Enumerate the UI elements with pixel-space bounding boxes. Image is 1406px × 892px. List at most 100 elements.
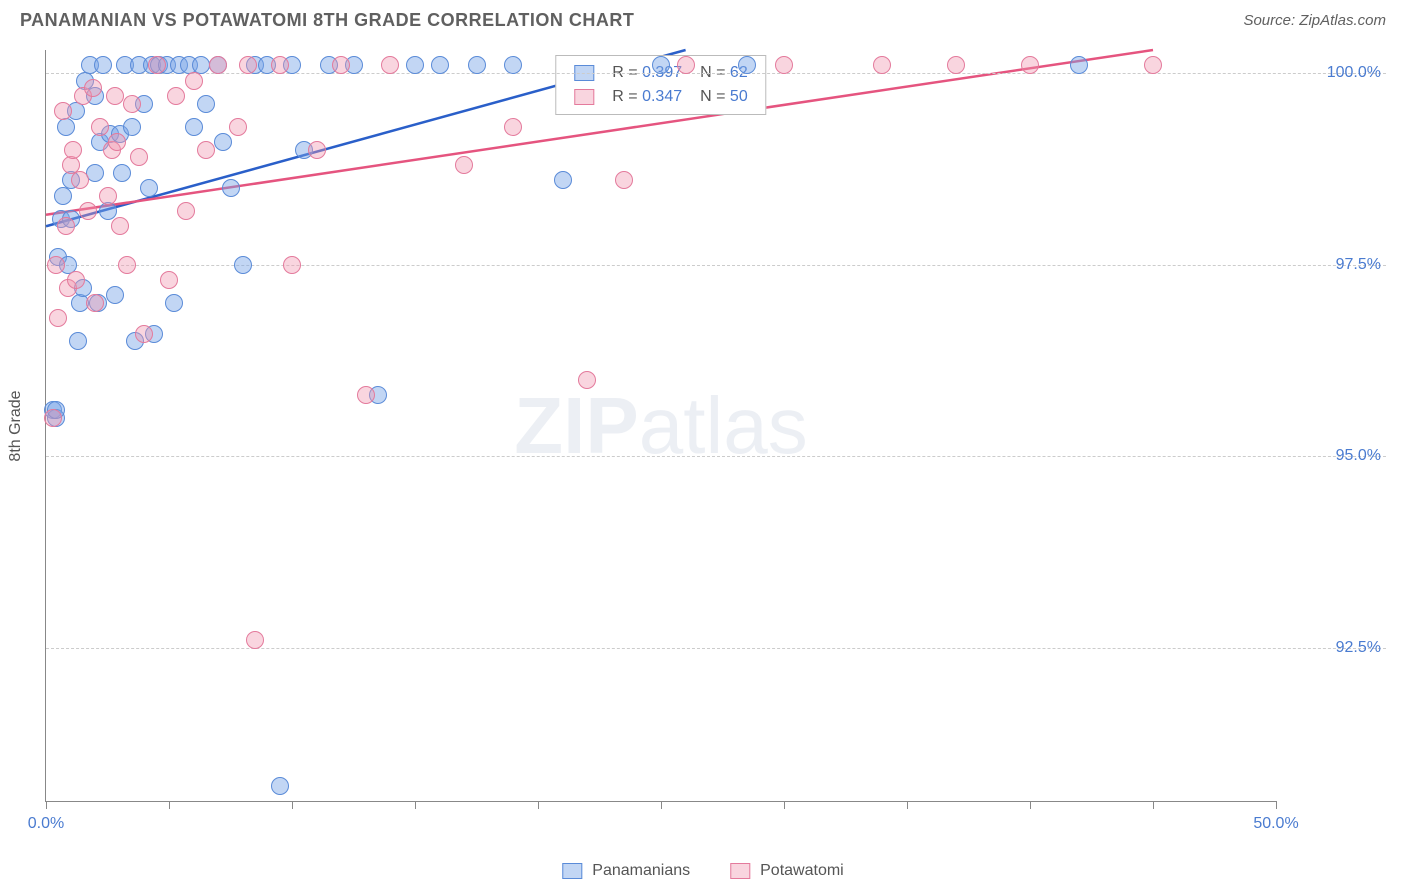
data-point bbox=[57, 118, 75, 136]
data-point bbox=[677, 56, 695, 74]
data-point bbox=[234, 256, 252, 274]
data-point bbox=[135, 325, 153, 343]
data-point bbox=[197, 141, 215, 159]
data-point bbox=[140, 179, 158, 197]
data-point bbox=[357, 386, 375, 404]
legend-item: Panamanians bbox=[562, 862, 690, 880]
data-point bbox=[67, 271, 85, 289]
data-point bbox=[406, 56, 424, 74]
data-point bbox=[111, 217, 129, 235]
data-point bbox=[455, 156, 473, 174]
x-tick bbox=[415, 801, 416, 809]
y-tick-label: 97.5% bbox=[1281, 256, 1381, 274]
data-point bbox=[54, 102, 72, 120]
legend-label: Panamanians bbox=[592, 862, 690, 880]
data-point bbox=[44, 409, 62, 427]
data-point bbox=[86, 294, 104, 312]
data-point bbox=[47, 256, 65, 274]
data-point bbox=[79, 202, 97, 220]
data-point bbox=[185, 118, 203, 136]
legend-item: Potawatomi bbox=[730, 862, 844, 880]
data-point bbox=[229, 118, 247, 136]
data-point bbox=[1144, 56, 1162, 74]
x-tick bbox=[46, 801, 47, 809]
chart-title: PANAMANIAN VS POTAWATOMI 8TH GRADE CORRE… bbox=[20, 10, 634, 31]
data-point bbox=[504, 56, 522, 74]
regression-lines bbox=[46, 50, 1276, 801]
gridline bbox=[46, 456, 1386, 457]
data-point bbox=[106, 286, 124, 304]
data-point bbox=[222, 179, 240, 197]
data-point bbox=[123, 95, 141, 113]
legend-label: Potawatomi bbox=[760, 862, 844, 880]
data-point bbox=[123, 118, 141, 136]
y-tick-label: 100.0% bbox=[1281, 64, 1381, 82]
x-tick bbox=[292, 801, 293, 809]
gridline bbox=[46, 648, 1386, 649]
x-tick bbox=[1153, 801, 1154, 809]
x-tick bbox=[1276, 801, 1277, 809]
data-point bbox=[94, 56, 112, 74]
data-point bbox=[431, 56, 449, 74]
r-label: R = bbox=[612, 88, 637, 105]
data-point bbox=[578, 371, 596, 389]
y-axis-title: 8th Grade bbox=[7, 390, 25, 461]
data-point bbox=[271, 777, 289, 795]
data-point bbox=[652, 56, 670, 74]
data-point bbox=[84, 79, 102, 97]
data-point bbox=[165, 294, 183, 312]
data-point bbox=[71, 171, 89, 189]
data-point bbox=[209, 56, 227, 74]
data-point bbox=[775, 56, 793, 74]
x-tick bbox=[538, 801, 539, 809]
data-point bbox=[106, 87, 124, 105]
legend-swatch bbox=[730, 863, 750, 879]
data-point bbox=[197, 95, 215, 113]
x-tick bbox=[169, 801, 170, 809]
data-point bbox=[615, 171, 633, 189]
data-point bbox=[185, 72, 203, 90]
data-point bbox=[108, 133, 126, 151]
x-tick bbox=[661, 801, 662, 809]
data-point bbox=[738, 56, 756, 74]
data-point bbox=[177, 202, 195, 220]
n-label: N = bbox=[700, 88, 725, 105]
data-point bbox=[148, 56, 166, 74]
data-point bbox=[49, 309, 67, 327]
data-point bbox=[381, 56, 399, 74]
data-point bbox=[118, 256, 136, 274]
data-point bbox=[1021, 56, 1039, 74]
plot-inner: 8th Grade ZIPatlas R = 0.397N = 62R = 0.… bbox=[45, 50, 1276, 802]
data-point bbox=[160, 271, 178, 289]
data-point bbox=[99, 202, 117, 220]
plot-area: 8th Grade ZIPatlas R = 0.397N = 62R = 0.… bbox=[45, 50, 1386, 832]
data-point bbox=[504, 118, 522, 136]
data-point bbox=[214, 133, 232, 151]
data-point bbox=[91, 118, 109, 136]
data-point bbox=[947, 56, 965, 74]
r-value: 0.347 bbox=[642, 88, 682, 105]
data-point bbox=[283, 256, 301, 274]
data-point bbox=[64, 141, 82, 159]
x-tick bbox=[907, 801, 908, 809]
data-point bbox=[468, 56, 486, 74]
data-point bbox=[113, 164, 131, 182]
data-point bbox=[246, 631, 264, 649]
data-point bbox=[271, 56, 289, 74]
data-point bbox=[1070, 56, 1088, 74]
x-tick bbox=[1030, 801, 1031, 809]
legend-row: R = 0.347N = 50 bbox=[566, 86, 755, 108]
legend-swatch bbox=[574, 89, 594, 105]
x-tick bbox=[784, 801, 785, 809]
series-legend: Panamanians Potawatomi bbox=[562, 862, 843, 880]
data-point bbox=[99, 187, 117, 205]
data-point bbox=[130, 148, 148, 166]
data-point bbox=[873, 56, 891, 74]
x-tick-label: 50.0% bbox=[1253, 815, 1298, 833]
data-point bbox=[308, 141, 326, 159]
y-tick-label: 92.5% bbox=[1281, 639, 1381, 657]
legend-swatch bbox=[562, 863, 582, 879]
x-tick-label: 0.0% bbox=[28, 815, 64, 833]
data-point bbox=[332, 56, 350, 74]
data-point bbox=[167, 87, 185, 105]
